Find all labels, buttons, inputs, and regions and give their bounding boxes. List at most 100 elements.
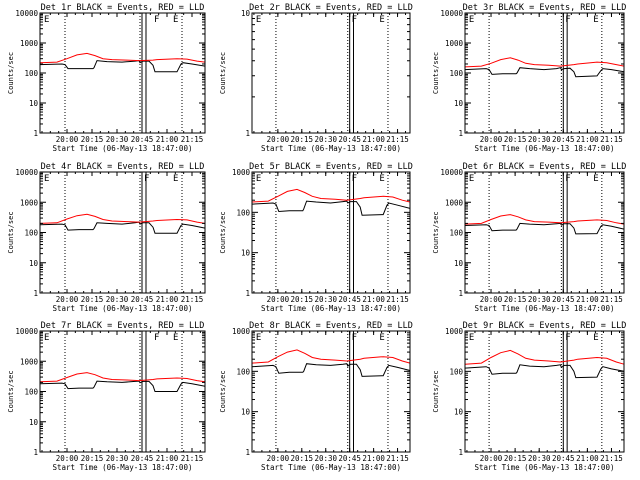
x-tick-label: 20:15 [291,295,314,304]
series-events [39,380,206,392]
series-lld [39,372,206,383]
event-marker-label: E [379,333,384,343]
series-lld [251,349,411,364]
x-tick-label: 20:30 [528,295,551,304]
panel-title: Det 4r BLACK = Events, RED = LLD [41,162,205,172]
plot-frame [464,330,625,453]
x-tick-label: 21:00 [576,295,599,304]
event-marker-label: E [469,333,474,343]
series-lld [251,188,411,203]
x-tick-label: 20:15 [504,135,527,144]
x-tick-label: 20:30 [106,135,129,144]
plot-frame [251,330,411,453]
x-tick-label: 20:00 [267,295,290,304]
panel-title: Det 5r BLACK = Events, RED = LLD [249,162,413,172]
y-tick-label: 100 [24,388,38,397]
y-tick-label: 1 [458,129,463,138]
event-marker-label: E [469,15,474,25]
event-marker-label: E [256,15,261,25]
detector-panel-7: Det 7r BLACK = Events, RED = LLD E F E 1 10 10… [7,321,206,472]
x-tick-label: 20:45 [338,295,361,304]
series-lld [464,214,625,225]
x-tick-label: 20:30 [528,454,551,463]
x-tick-label: 20:15 [81,454,104,463]
series-lld [464,349,625,365]
y-axis-label: Counts/sec [432,211,440,253]
y-tick-label: 1000 [20,357,39,366]
x-tick-label: 20:45 [131,135,154,144]
panel-title: Det 1r BLACK = Events, RED = LLD [41,3,205,13]
y-axis-label: Counts/sec [219,370,227,412]
y-tick-label: 1000 [445,198,464,207]
x-tick-label: 20:30 [314,454,337,463]
plot-frame [251,171,411,294]
y-tick-label: 10000 [15,9,38,18]
y-tick-label: 10 [454,408,464,417]
y-tick-label: 10000 [440,168,463,177]
detector-panel-1: Det 1r BLACK = Events, RED = LLD E F E 1 10 10… [7,3,206,153]
x-tick-label: 20:45 [338,135,361,144]
y-axis-label: Counts/sec [7,52,15,94]
x-axis-label: Start Time (06-May-13 18:47:00) [261,144,401,153]
y-tick-label: 10 [29,259,39,268]
event-marker-label: E [256,333,261,343]
event-marker-label: E [379,15,384,25]
event-marker-label: F [565,15,570,25]
x-tick-label: 21:15 [600,454,623,463]
panel-title: Det 7r BLACK = Events, RED = LLD [41,321,205,331]
y-tick-label: 1 [33,289,38,298]
x-tick-label: 20:45 [552,454,575,463]
event-marker-label: F [352,333,357,343]
event-marker-label: F [144,174,149,184]
y-tick-label: 1 [458,448,463,457]
x-tick-label: 20:00 [56,295,79,304]
y-tick-label: 10 [29,99,39,108]
y-tick-label: 100 [24,229,38,238]
y-axis-label: Counts/sec [432,52,440,94]
x-tick-label: 20:30 [106,454,129,463]
y-tick-label: 1000 [20,198,39,207]
x-tick-label: 21:15 [386,135,409,144]
y-tick-label: 10 [241,249,251,258]
y-axis-label: Counts/sec [219,52,227,94]
series-lld [39,52,206,64]
x-tick-label: 20:00 [267,135,290,144]
series-lld [464,57,625,68]
x-tick-label: 20:30 [528,135,551,144]
x-tick-label: 20:00 [480,295,503,304]
event-marker-label: F [565,333,570,343]
y-tick-label: 100 [24,69,38,78]
x-tick-label: 20:15 [504,454,527,463]
x-axis-label: Start Time (06-May-13 18:47:00) [261,463,401,472]
x-tick-label: 20:15 [81,135,104,144]
series-events [251,363,411,377]
y-tick-label: 1 [458,289,463,298]
series-events [464,364,625,379]
x-tick-label: 20:15 [81,295,104,304]
y-tick-label: 1000 [445,327,464,336]
x-axis-label: Start Time (06-May-13 18:47:00) [475,144,615,153]
x-tick-label: 21:15 [181,454,204,463]
x-tick-label: 21:00 [362,135,385,144]
x-tick-label: 20:45 [552,135,575,144]
y-tick-label: 1 [245,289,250,298]
detector-panel-9: Det 9r BLACK = Events, RED = LLD E F E 1 10 10… [432,321,626,472]
y-tick-label: 10 [241,9,251,18]
x-tick-label: 21:00 [362,295,385,304]
event-marker-label: E [173,174,178,184]
x-tick-label: 20:15 [291,454,314,463]
y-tick-label: 10 [454,99,464,108]
panel-title: Det 6r BLACK = Events, RED = LLD [463,162,627,172]
event-marker-label: F [565,174,570,184]
detector-panel-6: Det 6r BLACK = Events, RED = LLD E F E 1 10 10… [432,162,626,313]
event-marker-label: F [154,15,159,25]
panel-title: Det 8r BLACK = Events, RED = LLD [249,321,413,331]
x-tick-label: 21:00 [362,454,385,463]
y-tick-label: 100 [236,208,250,217]
event-marker-label: F [154,333,159,343]
plot-frame [251,12,411,134]
event-marker-label: E [593,333,598,343]
panel-title: Det 2r BLACK = Events, RED = LLD [249,3,413,13]
x-axis-label: Start Time (06-May-13 18:47:00) [261,304,401,313]
series-events [464,222,625,235]
